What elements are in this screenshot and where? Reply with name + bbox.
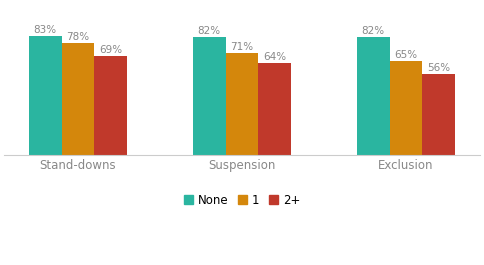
Text: 69%: 69% <box>99 45 122 55</box>
Bar <box>258 63 291 154</box>
Text: 83%: 83% <box>33 25 57 34</box>
Bar <box>193 37 226 154</box>
Bar <box>29 36 61 154</box>
Text: 82%: 82% <box>197 26 221 36</box>
Text: 64%: 64% <box>263 52 287 62</box>
Text: 78%: 78% <box>66 32 90 42</box>
Bar <box>226 53 258 154</box>
Bar <box>423 74 455 154</box>
Bar <box>94 56 127 154</box>
Text: 82%: 82% <box>362 26 385 36</box>
Bar <box>390 61 423 154</box>
Bar <box>61 43 94 154</box>
Text: 71%: 71% <box>230 42 254 52</box>
Legend: None, 1, 2+: None, 1, 2+ <box>179 189 305 212</box>
Text: 56%: 56% <box>427 63 451 73</box>
Text: 65%: 65% <box>394 50 418 60</box>
Bar <box>357 37 390 154</box>
